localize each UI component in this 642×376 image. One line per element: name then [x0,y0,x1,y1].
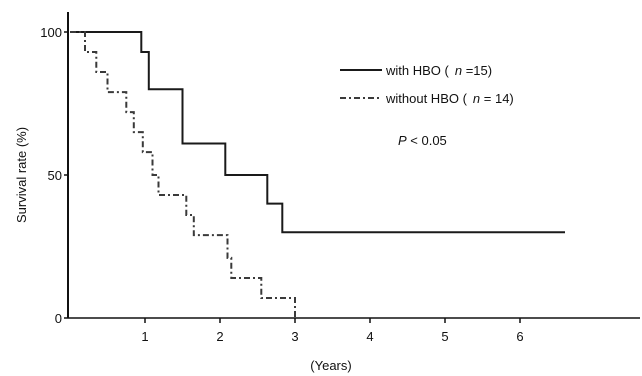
x-tick-label: 3 [291,329,298,344]
series-line-without-hbo [70,31,296,318]
y-tick-label: 0 [55,311,62,326]
legend-label-without-hbo: without HBO (n = 14) [385,91,514,106]
y-tick-label: 100 [40,25,62,40]
axes: 0 50 100 1 2 3 4 5 6 [40,12,640,344]
legend: with HBO (n =15) without HBO (n = 14) P … [340,63,514,148]
series-layer [70,31,565,318]
x-tick-label: 2 [216,329,223,344]
series-line-with-hbo [70,31,565,234]
p-value-annotation: P < 0.05 [398,133,447,148]
y-tick-label: 50 [48,168,62,183]
y-axis-title: Survival rate (%) [14,127,29,223]
x-tick-label: 4 [366,329,373,344]
x-tick-label: 6 [516,329,523,344]
x-tick-label: 5 [441,329,448,344]
x-tick-label: 1 [141,329,148,344]
x-axis-title: (Years) [310,358,351,373]
legend-label-with-hbo: with HBO (n =15) [385,63,492,78]
